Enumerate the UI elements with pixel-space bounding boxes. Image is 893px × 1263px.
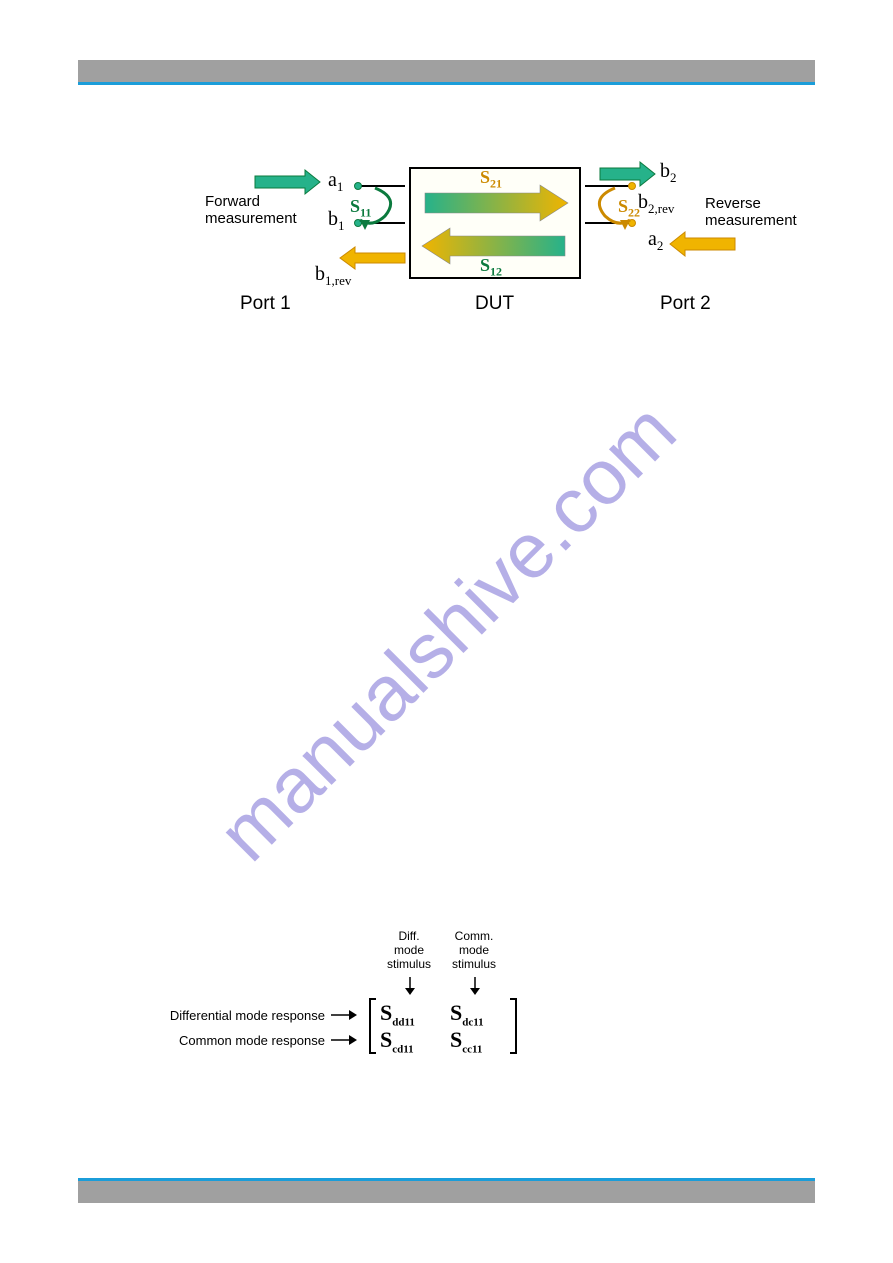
dut-label: DUT (475, 293, 514, 315)
a2-arrow (670, 232, 735, 256)
rev-meas-label: Reverse measurement (705, 196, 797, 229)
a1-arrow (255, 170, 320, 194)
s21-label: S21 (480, 167, 502, 192)
row-diff: Differential mode response (155, 1008, 325, 1023)
header-blue (78, 82, 815, 85)
footer-gray (78, 1181, 815, 1203)
header-gray (78, 60, 815, 82)
arrow-right-icon (331, 1034, 357, 1046)
port2-label: Port 2 (660, 293, 711, 315)
a1-label: a1 (328, 169, 343, 195)
col-diff: Diff. mode stimulus (380, 930, 438, 971)
b1rev-label: b1,rev (315, 263, 351, 289)
cell-sdc11: Sdc11 (450, 1000, 484, 1028)
arrow-down-icon (468, 977, 482, 995)
sparam-diagram: Forward measurement Reverse measurement … (200, 158, 790, 318)
footer-bars (78, 1178, 815, 1203)
b1-label: b1 (328, 208, 345, 234)
watermark-text: manualshive.com (200, 385, 694, 879)
arrow-down-icon (403, 977, 417, 995)
arrow-right-icon (331, 1009, 357, 1021)
a2-label: a2 (648, 228, 663, 254)
col-comm: Comm. mode stimulus (445, 930, 503, 971)
header-bars (78, 60, 815, 85)
b2-arrow (600, 162, 655, 186)
b2rev-label: b2,rev (638, 191, 674, 217)
b2-label: b2 (660, 160, 677, 186)
cell-scd11: Scd11 (380, 1027, 414, 1055)
port1-label: Port 1 (240, 293, 291, 315)
s11-label: S11 (350, 196, 371, 221)
cell-sdd11: Sdd11 (380, 1000, 415, 1028)
s22-label: S22 (618, 196, 640, 221)
mixed-mode-matrix: Diff. mode stimulus Comm. mode stimulus … (155, 930, 595, 1070)
cell-scc11: Scc11 (450, 1027, 482, 1055)
fwd-meas-label: Forward measurement (205, 194, 297, 227)
row-comm: Common mode response (155, 1033, 325, 1048)
s12-label: S12 (480, 255, 502, 280)
